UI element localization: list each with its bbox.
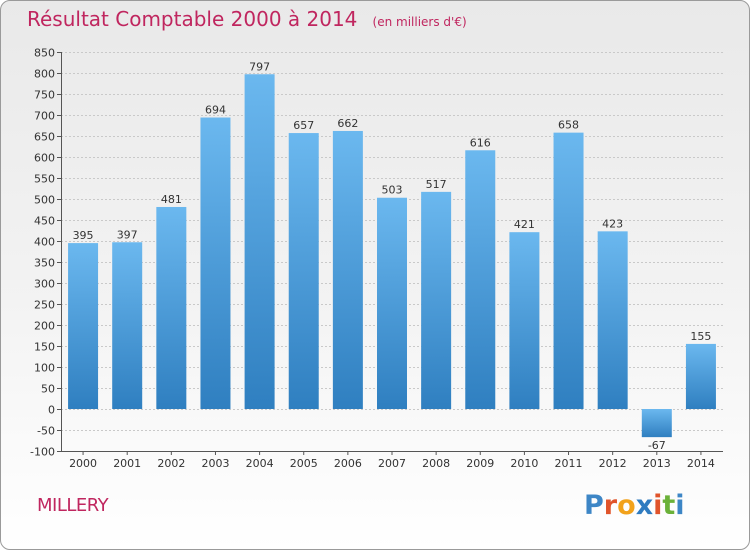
y-tick-label: 750 [34,89,55,102]
bar-2002 [156,206,187,409]
bar-2011 [553,132,584,409]
data-label: 797 [249,60,270,73]
data-label: 421 [514,218,535,231]
logo-letter: i [653,490,663,521]
bar-2012 [597,231,628,409]
commune-name: MILLERY [37,495,109,516]
y-tick-label: 100 [34,362,55,375]
logo-letter: o [617,490,636,521]
y-tick-label: 850 [34,47,55,60]
x-tick-label: 2014 [687,457,715,470]
x-tick-label: 2011 [555,457,583,470]
data-label: 657 [293,119,314,132]
x-tick-label: 2003 [201,457,229,470]
data-label: 658 [558,119,579,132]
x-tick-label: 2006 [334,457,362,470]
bar-2009 [465,150,496,409]
x-tick-label: 2000 [69,457,97,470]
data-label: 397 [117,228,138,241]
data-label: 395 [73,229,94,242]
bar-2010 [509,232,540,409]
y-tick-label: 600 [34,152,55,165]
x-tick-label: 2013 [643,457,671,470]
bar-2013 [641,409,672,438]
x-tick-label: 2004 [246,457,274,470]
y-tick-label: -100 [30,446,55,459]
bar-2014 [685,343,716,409]
y-tick-label: 350 [34,257,55,270]
logo-letter: r [603,490,618,521]
x-tick-label: 2010 [510,457,538,470]
chart-title: Résultat Comptable 2000 à 2014 [27,7,358,31]
x-tick-label: 2009 [466,457,494,470]
bar-2006 [332,130,363,409]
chart-title-block: Résultat Comptable 2000 à 2014 (en milli… [27,7,467,31]
proxiti-logo: Proxiti [584,490,685,521]
data-label: 694 [205,104,226,117]
data-label: 155 [690,330,711,343]
data-label: 616 [470,136,491,149]
data-label: -67 [648,439,666,452]
x-tick-label: 2005 [290,457,318,470]
data-labels: 395 397 481 694 797 657 662 503 517 616 421 658 423 -… [73,60,712,452]
y-tick-label: 300 [34,278,55,291]
y-tick-label: 50 [41,383,55,396]
x-tick-label: 2012 [599,457,627,470]
y-tick-label: 400 [34,236,55,249]
y-tick-label: 650 [34,131,55,144]
y-tick-label: 150 [34,341,55,354]
y-tick-label: 550 [34,173,55,186]
x-tick-label: 2008 [422,457,450,470]
y-tick-label: 700 [34,110,55,123]
y-tick-label: 800 [34,68,55,81]
y-tick-label: 250 [34,299,55,312]
x-tick-label: 2001 [113,457,141,470]
logo-letter: t [662,490,676,521]
y-tick-label: 200 [34,320,55,333]
logo-letter: x [635,490,654,521]
logo-letter: i [675,490,685,521]
bar-2003 [200,117,231,410]
logo-letter: P [584,490,604,521]
x-tick-label: 2002 [157,457,185,470]
y-tick-label: -50 [37,425,55,438]
y-tick-label: 450 [34,215,55,228]
y-tick-label: 500 [34,194,55,207]
y-tick-label: 0 [48,404,55,417]
x-tick-label: 2007 [378,457,406,470]
data-label: 503 [382,184,403,197]
data-label: 423 [602,217,623,230]
bar-2004 [244,74,275,409]
bar-2001 [112,242,143,409]
data-label: 517 [426,178,447,191]
bars [68,74,716,438]
axes: -100 -50 0 50 100 150 200 250 300 350 400 450 500 550… [30,47,723,470]
chart-subtitle: (en milliers d'€) [372,15,467,29]
bar-2007 [377,197,407,409]
data-label: 481 [161,193,182,206]
bar-2000 [68,243,99,409]
data-label: 662 [337,117,358,130]
bar-2008 [421,191,452,409]
bar-2005 [288,133,319,409]
